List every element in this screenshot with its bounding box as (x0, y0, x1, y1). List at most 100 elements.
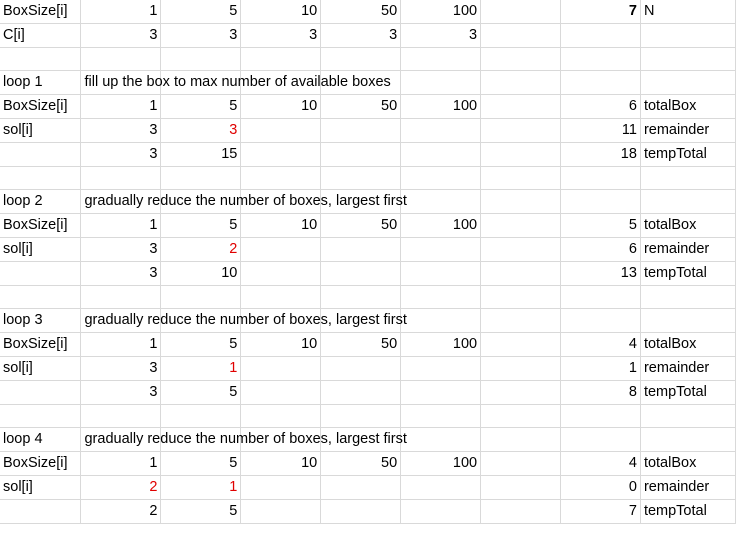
cell[interactable]: 5 (160, 499, 242, 524)
cell[interactable]: 10 (240, 0, 322, 24)
cell[interactable]: totalBox (640, 332, 736, 357)
cell[interactable] (160, 404, 242, 428)
cell[interactable] (400, 475, 482, 500)
cell[interactable]: loop 4 (0, 427, 82, 452)
cell[interactable]: loop 3 (0, 308, 82, 333)
cell[interactable]: gradually reduce the number of boxes, la… (80, 427, 407, 452)
cell[interactable] (240, 189, 322, 214)
cell[interactable]: 50 (320, 94, 402, 119)
cell[interactable] (320, 404, 402, 428)
cell[interactable] (560, 427, 641, 452)
cell[interactable]: 3 (400, 23, 482, 48)
cell[interactable] (400, 285, 482, 309)
cell[interactable] (0, 380, 82, 405)
cell[interactable] (320, 118, 402, 143)
cell[interactable] (240, 308, 322, 333)
cell[interactable] (400, 356, 482, 381)
cell[interactable] (480, 213, 562, 238)
cell[interactable]: gradually reduce the number of boxes, la… (80, 189, 407, 214)
cell[interactable]: sol[i] (0, 475, 82, 500)
cell[interactable]: tempTotal (640, 142, 736, 167)
cell[interactable]: 5 (160, 213, 242, 238)
cell[interactable]: sol[i] (0, 356, 82, 381)
cell[interactable] (400, 308, 482, 333)
cell[interactable] (480, 94, 562, 119)
cell[interactable]: 3 (80, 23, 162, 48)
cell[interactable] (560, 285, 641, 309)
cell[interactable]: tempTotal (640, 499, 736, 524)
cell[interactable]: loop 1 (0, 70, 82, 95)
cell[interactable]: tempTotal (640, 261, 736, 286)
cell[interactable] (560, 404, 641, 428)
cell[interactable]: 1 (80, 213, 162, 238)
cell[interactable] (80, 47, 162, 71)
cell[interactable]: 3 (80, 356, 162, 381)
cell[interactable] (160, 166, 242, 190)
cell[interactable] (480, 23, 562, 48)
cell[interactable]: BoxSize[i] (0, 451, 82, 476)
cell[interactable]: sol[i] (0, 237, 82, 262)
cell[interactable] (320, 475, 402, 500)
cell[interactable] (160, 47, 242, 71)
cell[interactable] (480, 404, 562, 428)
cell[interactable]: 5 (160, 380, 242, 405)
cell[interactable]: 5 (160, 0, 242, 24)
cell[interactable] (400, 380, 482, 405)
cell[interactable]: remainder (640, 356, 736, 381)
cell[interactable]: 8 (560, 380, 641, 405)
cell[interactable] (240, 47, 322, 71)
cell[interactable] (480, 380, 562, 405)
cell[interactable] (560, 23, 641, 48)
cell[interactable]: 3 (80, 261, 162, 286)
cell[interactable]: 10 (160, 261, 242, 286)
cell[interactable]: BoxSize[i] (0, 332, 82, 357)
cell[interactable]: 50 (320, 213, 402, 238)
cell[interactable] (400, 237, 482, 262)
cell[interactable] (240, 285, 322, 309)
cell[interactable]: N (640, 0, 736, 24)
cell[interactable]: BoxSize[i] (0, 0, 82, 24)
cell[interactable]: 5 (160, 94, 242, 119)
cell[interactable] (0, 499, 82, 524)
cell[interactable]: 1 (80, 332, 162, 357)
cell[interactable]: 100 (400, 94, 482, 119)
cell[interactable]: 100 (400, 332, 482, 357)
cell[interactable] (240, 356, 322, 381)
cell[interactable]: 6 (560, 237, 641, 262)
cell[interactable] (400, 70, 482, 95)
cell[interactable] (320, 308, 402, 333)
cell[interactable] (400, 404, 482, 428)
cell[interactable] (240, 142, 322, 167)
cell[interactable]: C[i] (0, 23, 82, 48)
cell[interactable]: 1 (80, 94, 162, 119)
cell[interactable] (0, 285, 82, 309)
cell[interactable]: 100 (400, 213, 482, 238)
cell[interactable] (240, 70, 322, 95)
cell[interactable]: 11 (560, 118, 641, 143)
cell[interactable] (160, 70, 242, 95)
cell[interactable] (240, 237, 322, 262)
cell[interactable]: totalBox (640, 94, 736, 119)
cell[interactable] (480, 356, 562, 381)
cell[interactable] (240, 475, 322, 500)
cell[interactable] (560, 189, 641, 214)
cell[interactable] (400, 499, 482, 524)
cell[interactable] (480, 499, 562, 524)
cell[interactable]: 3 (80, 142, 162, 167)
cell[interactable]: 2 (80, 499, 162, 524)
cell[interactable] (240, 261, 322, 286)
cell[interactable]: 1 (80, 451, 162, 476)
cell[interactable]: 15 (160, 142, 242, 167)
cell[interactable] (400, 189, 482, 214)
cell[interactable] (640, 166, 736, 190)
cell[interactable]: 1 (160, 475, 242, 500)
cell[interactable] (240, 404, 322, 428)
cell[interactable] (560, 70, 641, 95)
cell[interactable] (400, 118, 482, 143)
cell[interactable] (240, 499, 322, 524)
cell[interactable] (240, 118, 322, 143)
cell[interactable] (320, 356, 402, 381)
cell[interactable]: 5 (160, 451, 242, 476)
cell[interactable] (0, 261, 82, 286)
cell[interactable] (240, 380, 322, 405)
